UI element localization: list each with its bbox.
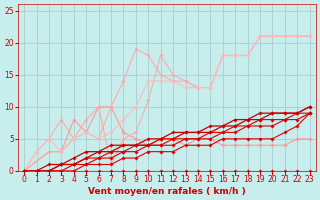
X-axis label: Vent moyen/en rafales ( km/h ): Vent moyen/en rafales ( km/h ) — [88, 187, 246, 196]
